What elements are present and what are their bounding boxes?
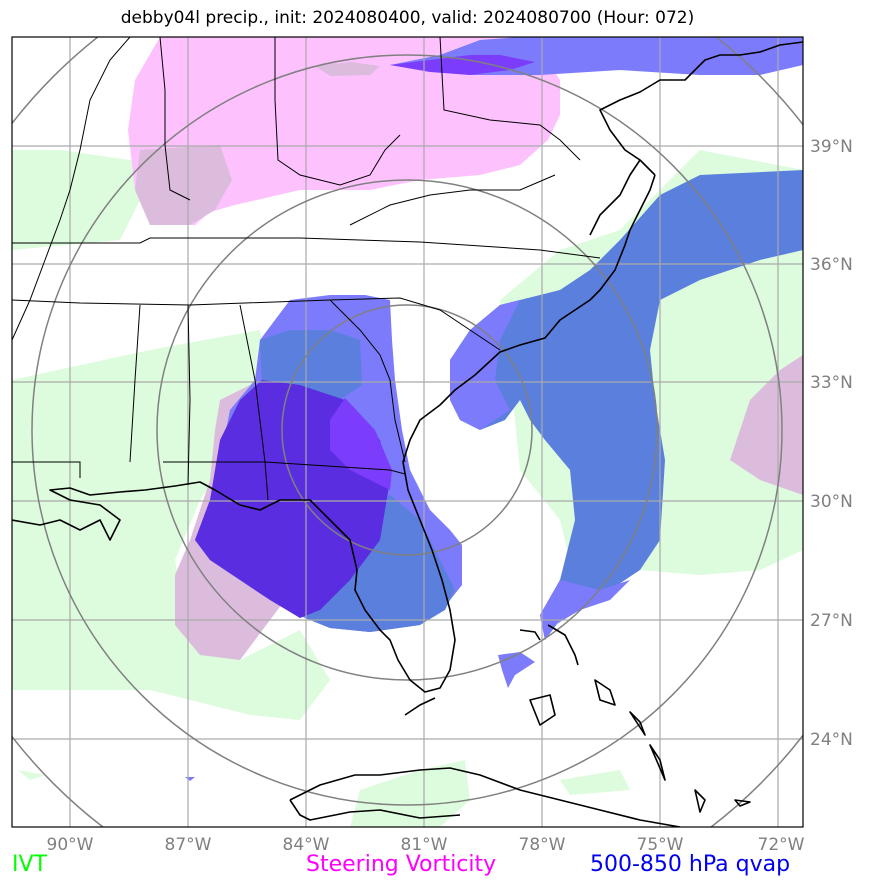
plot-frame bbox=[11, 36, 804, 828]
lat-tick-label: 24°N bbox=[810, 730, 853, 750]
lat-tick-label: 39°N bbox=[810, 137, 853, 157]
legend-vorticity: Steering Vorticity bbox=[306, 852, 497, 877]
lon-tick-label: 84°W bbox=[283, 835, 330, 855]
lon-tick-label: 72°W bbox=[758, 835, 805, 855]
lon-tick-label: 78°W bbox=[519, 835, 566, 855]
lon-tick-label: 75°W bbox=[637, 835, 684, 855]
lat-tick-label: 33°N bbox=[810, 373, 853, 393]
lat-tick-label: 36°N bbox=[810, 255, 853, 275]
coastlines bbox=[12, 41, 803, 827]
graticule bbox=[12, 37, 803, 827]
lon-tick-label: 90°W bbox=[47, 835, 94, 855]
lon-tick-label: 81°W bbox=[401, 835, 448, 855]
lon-tick-labels: 90°W 87°W 84°W 81°W 78°W 75°W 72°W bbox=[47, 835, 805, 855]
state-borders bbox=[12, 37, 601, 501]
lat-tick-label: 30°N bbox=[810, 492, 853, 512]
lat-tick-label: 27°N bbox=[810, 611, 853, 631]
lat-tick-labels: 39°N 36°N 33°N 30°N 27°N 24°N bbox=[810, 137, 853, 750]
map-title: debby04l precip., init: 2024080400, vali… bbox=[120, 8, 695, 28]
legend-ivt: IVT bbox=[12, 852, 47, 877]
lon-tick-label: 87°W bbox=[165, 835, 212, 855]
legend-qvap: 500-850 hPa qvap bbox=[590, 852, 791, 877]
